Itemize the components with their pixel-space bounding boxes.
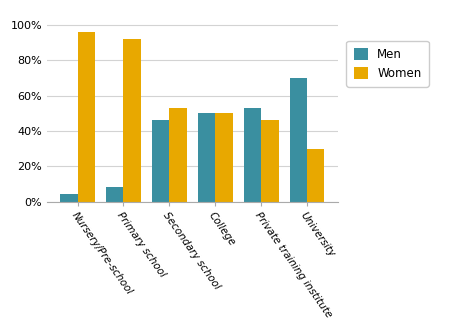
Bar xyxy=(123,39,141,202)
Bar xyxy=(244,108,261,202)
Bar xyxy=(152,120,169,202)
Bar xyxy=(261,120,279,202)
Bar xyxy=(106,188,123,202)
Bar xyxy=(289,78,307,202)
Bar xyxy=(60,194,77,202)
Bar xyxy=(198,113,215,202)
Bar xyxy=(77,32,95,202)
Bar xyxy=(215,113,233,202)
Legend: Men, Women: Men, Women xyxy=(347,41,429,87)
Bar xyxy=(169,108,187,202)
Bar xyxy=(307,149,325,202)
